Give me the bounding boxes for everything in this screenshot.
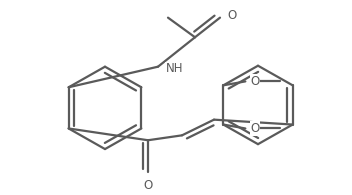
Text: O: O (250, 122, 260, 135)
Text: NH: NH (166, 62, 183, 75)
Text: O: O (143, 179, 153, 192)
Text: O: O (227, 9, 236, 22)
Text: O: O (250, 75, 260, 88)
